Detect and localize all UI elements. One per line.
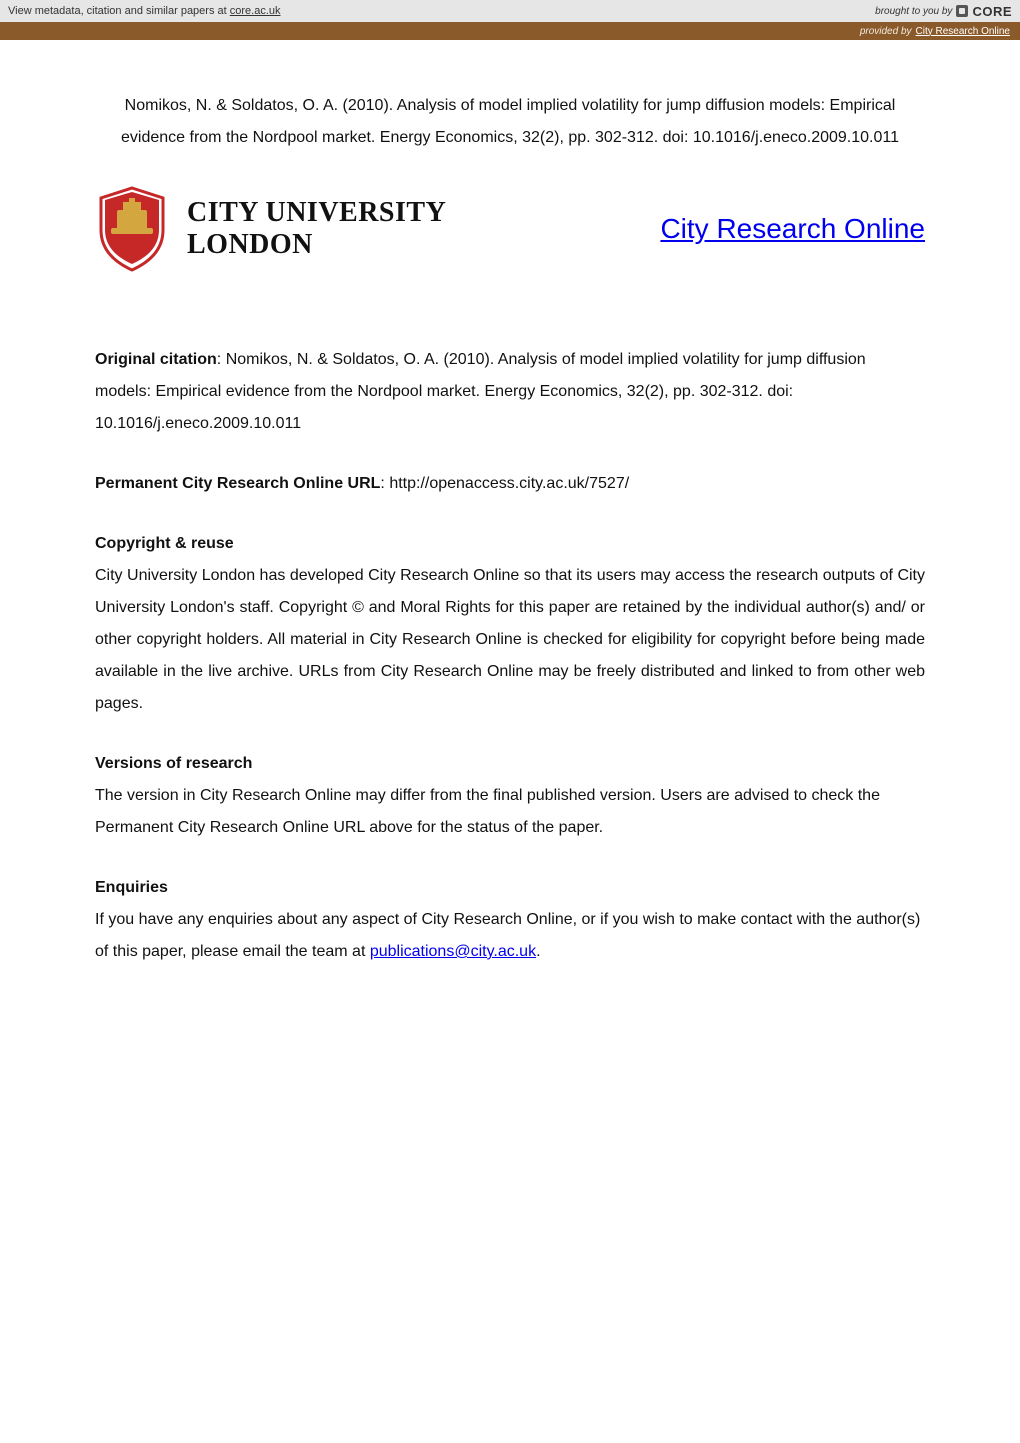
versions-heading: Versions of research (95, 755, 252, 772)
metadata-topbar: View metadata, citation and similar pape… (0, 0, 1020, 22)
citation-header: Nomikos, N. & Soldatos, O. A. (2010). An… (95, 90, 925, 154)
original-citation-section: Original citation: Nomikos, N. & Soldato… (95, 344, 925, 440)
copyright-heading: Copyright & reuse (95, 535, 234, 552)
university-crest-icon: EST 1894 (95, 184, 169, 274)
institution-logo: EST 1894 CITY UNIVERSITY LONDON (95, 184, 446, 274)
provider-link[interactable]: City Research Online (916, 26, 1010, 37)
enquiries-body: If you have any enquiries about any aspe… (95, 904, 925, 968)
copyright-section: Copyright & reuse City University London… (95, 528, 925, 720)
versions-section: Versions of research The version in City… (95, 748, 925, 844)
permanent-url-text: : http://openaccess.city.ac.uk/7527/ (380, 475, 629, 492)
uni-name-line1: CITY UNIVERSITY (187, 197, 446, 229)
core-source-link[interactable]: core.ac.uk (230, 5, 281, 17)
provided-by-label: provided by (860, 26, 912, 37)
topbar-prefix: View metadata, citation and similar pape… (8, 5, 230, 17)
topbar-left: View metadata, citation and similar pape… (8, 5, 281, 17)
enquiries-body-after: . (536, 943, 540, 960)
logo-row: EST 1894 CITY UNIVERSITY LONDON City Res… (95, 184, 925, 274)
original-citation-label: Original citation (95, 351, 217, 368)
copyright-body: City University London has developed Cit… (95, 560, 925, 720)
page-content: Nomikos, N. & Soldatos, O. A. (2010). An… (0, 40, 1020, 1026)
enquiries-section: Enquiries If you have any enquiries abou… (95, 872, 925, 968)
brought-by-label: brought to you by (875, 6, 952, 17)
university-name: CITY UNIVERSITY LONDON (187, 197, 446, 261)
provider-bar: provided by City Research Online (0, 22, 1020, 40)
uni-name-line2: LONDON (187, 229, 446, 261)
permanent-url-label: Permanent City Research Online URL (95, 475, 380, 492)
core-brand-label: CORE (972, 4, 1012, 19)
permanent-url-section: Permanent City Research Online URL: http… (95, 468, 925, 500)
enquiries-heading: Enquiries (95, 879, 168, 896)
enquiries-email-link[interactable]: publications@city.ac.uk (370, 943, 536, 960)
versions-body: The version in City Research Online may … (95, 780, 925, 844)
topbar-right: brought to you by CORE (875, 4, 1012, 19)
city-research-online-link[interactable]: City Research Online (660, 201, 925, 257)
core-logo-icon (956, 5, 968, 17)
